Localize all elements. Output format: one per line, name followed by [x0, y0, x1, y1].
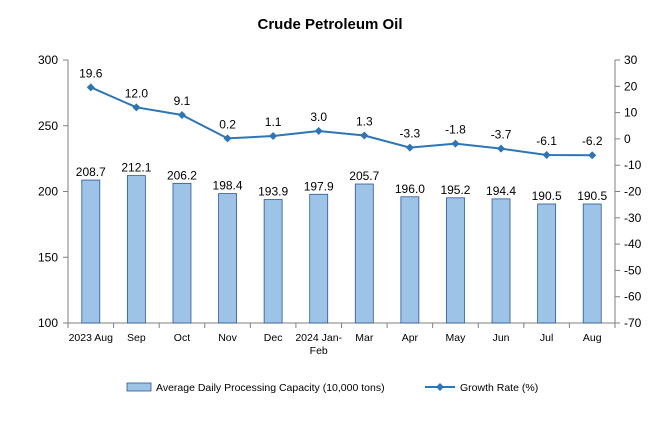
bar	[126, 175, 146, 324]
bar	[81, 179, 101, 324]
bar	[491, 198, 511, 324]
bar-value-label: 206.2	[167, 168, 197, 182]
bar-value-label: 205.7	[349, 169, 379, 183]
legend-label-bar: Average Daily Processing Capacity (10,00…	[156, 382, 385, 394]
line-value-label: -6.1	[536, 134, 557, 148]
line-value-label: 1.1	[265, 115, 282, 129]
bar	[354, 183, 374, 324]
line-point	[451, 139, 460, 148]
line-value-label: -3.3	[400, 127, 421, 141]
x-tick-label: 2023 Aug	[69, 332, 114, 344]
bar-value-label: 190.5	[577, 189, 607, 203]
legend-swatch-bar	[126, 382, 152, 392]
line-value-label: 3.0	[310, 110, 327, 124]
x-tick-label: Jul	[540, 332, 553, 344]
bar-value-label: 196.0	[395, 182, 425, 196]
line-value-label: 12.0	[125, 86, 149, 100]
line-point	[542, 150, 551, 159]
y-right-tick-label: -40	[624, 237, 642, 251]
y-left-tick-label: 150	[38, 250, 58, 264]
data-labels: 208.7 212.1 206.2 198.4 193.9 197.9 205.7 196.0…	[76, 66, 608, 203]
y-right-tick-label: -20	[624, 185, 642, 199]
x-tick-label: Dec	[264, 332, 283, 344]
line-point	[588, 151, 597, 160]
y-right-tick-label: -50	[624, 263, 642, 277]
y-right-tick-label: 30	[624, 53, 638, 67]
bar-value-label: 208.7	[76, 165, 106, 179]
chart-title: Crude Petroleum Oil	[257, 16, 402, 33]
y-right-tick-label: -70	[624, 316, 642, 330]
bar-value-label: 198.4	[213, 179, 243, 193]
line-value-label: 0.2	[219, 117, 236, 131]
bar-value-label: 212.1	[121, 161, 151, 175]
y-left-tick-label: 200	[38, 185, 58, 199]
bar-value-label: 194.4	[486, 184, 516, 198]
x-tick-label: Sep	[127, 332, 146, 344]
bar	[172, 182, 192, 324]
line-value-label: 19.6	[79, 66, 103, 80]
line-point	[314, 127, 323, 136]
bar	[446, 197, 465, 324]
line-point	[86, 83, 95, 92]
line-point	[497, 144, 506, 153]
y-right-tick-label: -30	[624, 211, 642, 225]
x-tick-label: May	[446, 332, 467, 344]
bar	[218, 193, 237, 324]
y-right-tick-label: 20	[624, 79, 638, 93]
bar	[263, 199, 283, 324]
bar	[309, 193, 329, 324]
line-value-label: -6.2	[582, 134, 603, 148]
line-value-label: 9.1	[174, 94, 191, 108]
y-right-tick-label: 0	[624, 132, 631, 146]
line-point	[223, 134, 232, 143]
y-left-tick-label: 300	[38, 53, 58, 67]
bar-series	[81, 175, 602, 324]
line-point	[405, 143, 414, 152]
bar-value-label: 195.2	[440, 183, 470, 197]
bar	[582, 203, 602, 324]
line-value-label: -3.7	[491, 128, 512, 142]
y-right-tick-label: 10	[624, 106, 638, 120]
x-tick-label: Apr	[402, 332, 419, 344]
x-tick-label: 2024 Jan-Feb	[295, 332, 342, 357]
line-point	[177, 110, 186, 119]
line-point	[269, 132, 278, 141]
x-tick-label: Nov	[218, 332, 237, 344]
y-left-tick-label: 250	[38, 119, 58, 133]
legend-label-line: Growth Rate (%)	[460, 382, 538, 394]
line-series	[86, 83, 597, 160]
x-tick-label: Oct	[174, 332, 190, 344]
y-left-tick-label: 100	[38, 316, 58, 330]
line-point	[360, 131, 369, 140]
bar-value-label: 197.9	[304, 179, 334, 193]
line-value-label: -1.8	[445, 123, 466, 137]
line-point	[132, 103, 141, 112]
y-right-tick-label: -10	[624, 158, 642, 172]
y-right-tick-label: -60	[624, 290, 642, 304]
bar-value-label: 193.9	[258, 185, 288, 199]
growth-line	[90, 86, 593, 157]
x-tick-label: Aug	[583, 332, 602, 344]
x-tick-label: Jun	[493, 332, 510, 344]
legend-marker	[436, 383, 444, 391]
x-tick-label: Mar	[355, 332, 374, 344]
bar-value-label: 190.5	[532, 189, 562, 203]
line-value-label: 1.3	[356, 114, 373, 128]
legend: Average Daily Processing Capacity (10,00…	[126, 382, 538, 394]
bar	[400, 196, 420, 324]
bar	[537, 203, 557, 324]
axes: 100 150 200 250 300 -70 -60 -50 -40 -30 -20 -10 0 10 2…	[38, 53, 642, 357]
